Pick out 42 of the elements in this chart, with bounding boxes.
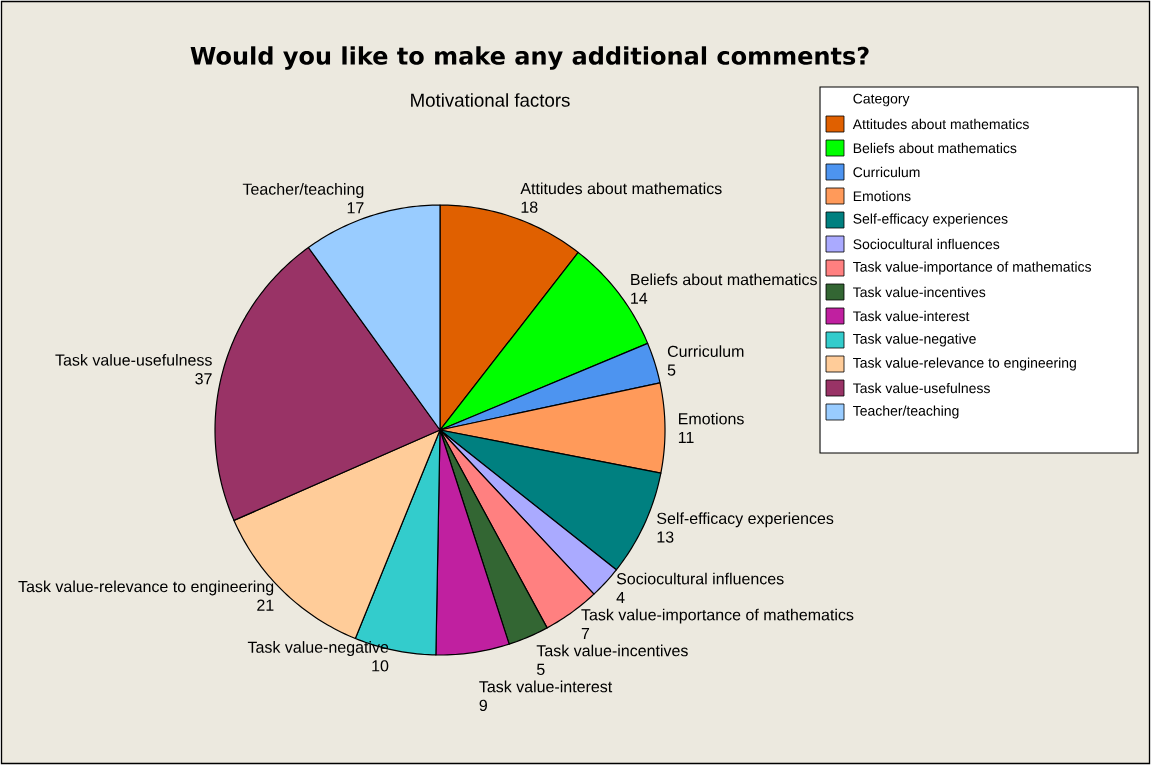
chart-title: Would you like to make any additional comments? (190, 46, 869, 70)
legend-label: Self-efficacy experiences (853, 213, 1008, 227)
slice-label: Beliefs about mathematics (631, 273, 817, 286)
data-label: 5 (537, 663, 545, 676)
slice-label: Curriculum (667, 345, 744, 357)
slice-label: Task value-incentives (536, 644, 688, 657)
data-label: 4 (616, 591, 625, 603)
legend-label: Emotions (853, 190, 911, 202)
legend-label: Beliefs about mathematics (853, 142, 1017, 154)
data-label: 21 (257, 599, 274, 611)
slice-label: Task value-importance of mathematics (581, 608, 854, 624)
chart-subtitle: Motivational factors (411, 93, 570, 107)
legend-title: Category (853, 93, 910, 107)
data-label: 14 (631, 292, 648, 304)
legend-label: Curriculum (853, 166, 920, 178)
data-label: 18 (521, 201, 538, 213)
legend-label: Attitudes about mathematics (852, 118, 1029, 130)
data-label: 37 (195, 373, 212, 385)
legend-label: Task value-importance of mathematics (853, 261, 1092, 275)
legend-label: Task value-negative (853, 333, 976, 347)
slice-label: Attitudes about mathematics (520, 182, 722, 195)
data-label: 10 (372, 660, 389, 672)
data-label: 9 (479, 699, 487, 712)
data-label: 13 (657, 531, 674, 543)
slice-label: Self-efficacy experiences (657, 512, 834, 528)
legend-label: Task value-usefulness (853, 382, 990, 394)
slice-label: Task value-interest (479, 680, 613, 693)
data-label: 5 (667, 364, 676, 376)
legend-label: Teacher/teaching (853, 405, 959, 419)
data-label: 11 (678, 432, 694, 443)
data-label: 7 (581, 627, 590, 639)
slice-label: Task value-negative (247, 641, 389, 657)
slice-label: Teacher/teaching (242, 183, 364, 198)
slice-label: Emotions (679, 412, 744, 425)
slice-label: Sociocultural influences (616, 572, 784, 585)
legend-label: Sociocultural influences (853, 238, 1000, 250)
legend-label: Task value-interest (853, 310, 970, 322)
legend-label: Task value-relevance to engineering (853, 357, 1076, 371)
slice-label: Task value-relevance to engineering (18, 580, 274, 596)
data-label: 17 (347, 202, 364, 214)
legend-label: Task value-incentives (853, 286, 986, 298)
slice-label: Task value-usefulness (55, 354, 212, 366)
